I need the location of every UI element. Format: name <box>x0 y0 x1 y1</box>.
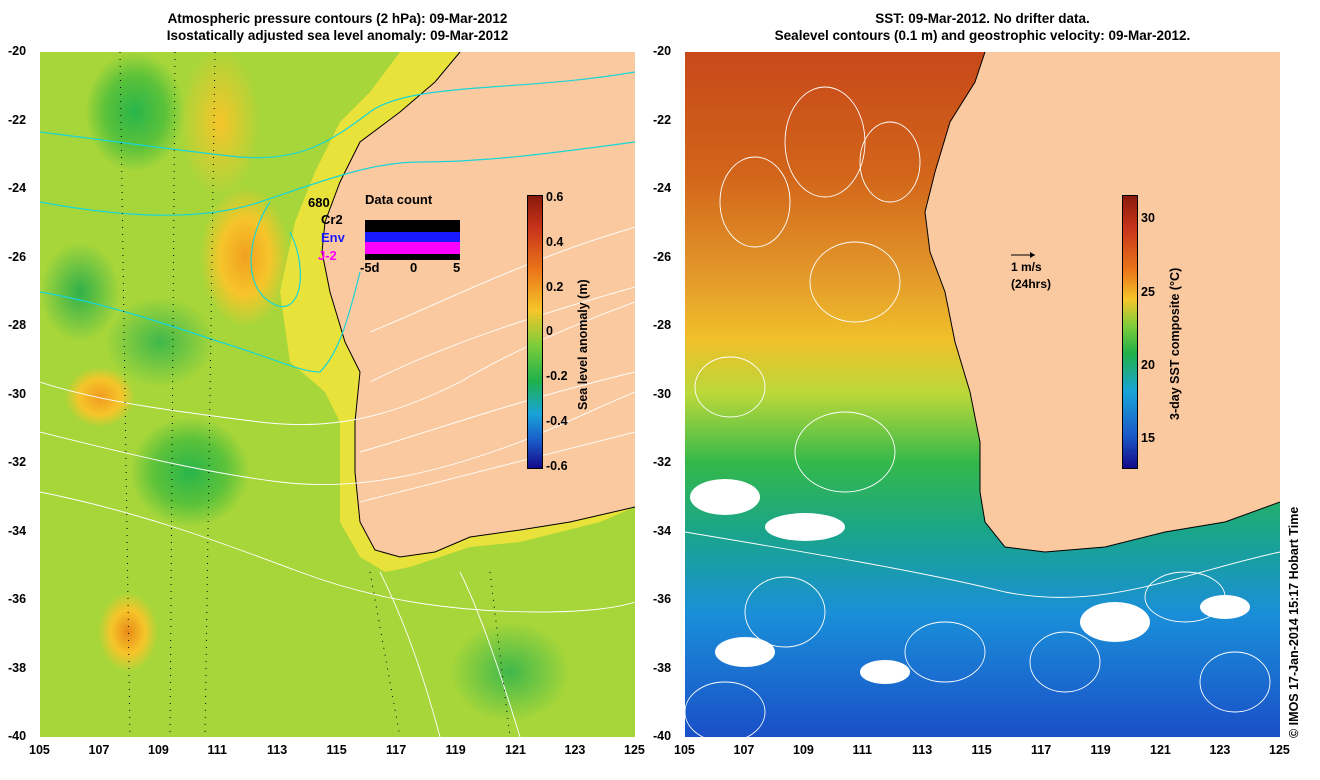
histogram-xtick-end: 5 <box>453 260 461 275</box>
right-ytick-label: -36 <box>653 592 672 606</box>
australia-landmass-sst <box>925 52 1280 552</box>
right-ytick-label: -34 <box>653 523 672 538</box>
left-ytick-label: -28 <box>8 318 27 332</box>
right-xtick-label: 117 <box>1031 743 1052 757</box>
histogram-xtick-start: -5d <box>360 260 380 275</box>
right-title-line2: Sealevel contours (0.1 m) and geostrophi… <box>774 28 1191 43</box>
cloud-masks <box>690 479 1250 684</box>
left-xtick-label: 125 <box>624 743 645 757</box>
right-map-overlay <box>685 52 1280 737</box>
right-xtick-label: 121 <box>1150 743 1171 757</box>
left-ytick-label: -36 <box>8 592 27 606</box>
right-ytick-label: -26 <box>653 249 672 264</box>
left-xtick-label: 121 <box>505 743 526 757</box>
right-xtick-label: 109 <box>793 743 814 757</box>
velocity-scale-label: 1 m/s <box>1011 260 1042 274</box>
right-map-title: SST: 09-Mar-2012. No drifter data. Seale… <box>685 10 1280 44</box>
right-xtick-label: 111 <box>852 743 872 757</box>
left-ytick-label: -20 <box>8 44 27 58</box>
coastline <box>321 52 635 558</box>
right-ytick-label: -20 <box>653 44 672 58</box>
left-xtick-label: 117 <box>386 743 407 757</box>
right-ytick-label: -30 <box>653 386 672 401</box>
left-title-line2: Isostatically adjusted sea level anomaly… <box>166 28 509 43</box>
left-xtick-label: 105 <box>29 743 50 757</box>
left-map-overlay <box>40 52 635 737</box>
right-xtick-label: 105 <box>674 743 695 757</box>
sst-tick-30: 30 <box>1141 211 1155 225</box>
australia-landmass <box>322 52 635 557</box>
sst-map: 1 m/s (24hrs) <box>685 52 1280 737</box>
sst-tick-15: 15 <box>1141 431 1155 445</box>
sla-tick-6: -0.6 <box>546 459 568 473</box>
right-ytick-label: -40 <box>653 729 672 743</box>
right-xtick-label: 107 <box>733 743 755 757</box>
right-xtick-label: 119 <box>1090 743 1111 757</box>
left-xtick-label: 113 <box>267 743 288 757</box>
sla-tick-0: 0.6 <box>546 190 564 204</box>
sst-colorbar-title: 3-day SST composite (°C) <box>1168 267 1182 420</box>
sst-colorbar <box>1122 195 1138 469</box>
left-xtick-label: 107 <box>88 743 110 757</box>
data-count-number: 680 <box>308 195 330 210</box>
left-xtick-label: 123 <box>564 743 586 757</box>
mission-label-cr2: Cr2 <box>321 212 343 227</box>
left-xtick-label: 109 <box>148 743 169 757</box>
left-title-line1: Atmospheric pressure contours (2 hPa): 0… <box>167 11 508 26</box>
sea-level-colorbar <box>527 195 543 469</box>
left-xtick-label: 119 <box>445 743 466 757</box>
histogram-xtick-zero: 0 <box>410 260 418 275</box>
left-ytick-label: -32 <box>8 455 27 469</box>
right-xtick-label: 123 <box>1209 743 1231 757</box>
credit-text: © IMOS 17-Jan-2014 15:17 Hobart Time <box>1287 506 1301 738</box>
left-ytick-label: -26 <box>8 249 27 264</box>
sea-level-anomaly-map: Data count 680 Cr2 Env J-2 -5d 0 5 <box>40 52 635 737</box>
right-ytick-label: -32 <box>653 455 672 469</box>
right-xtick-label: 115 <box>971 743 992 757</box>
left-xtick-label: 111 <box>207 743 227 757</box>
left-map-title: Atmospheric pressure contours (2 hPa): 0… <box>40 10 635 44</box>
mission-label-j2: J-2 <box>318 248 337 263</box>
data-count-histogram <box>365 220 460 260</box>
left-ytick-label: -34 <box>8 523 27 538</box>
left-ytick-label: -40 <box>8 729 27 743</box>
right-title-line1: SST: 09-Mar-2012. No drifter data. <box>875 11 1090 26</box>
sealevel-contours <box>685 86 1280 737</box>
right-xtick-label: 113 <box>912 743 933 757</box>
sla-tick-3: 0 <box>546 324 553 338</box>
sla-tick-1: 0.4 <box>546 235 564 249</box>
right-ytick-label: -28 <box>653 318 672 332</box>
left-ytick-label: -22 <box>8 112 27 127</box>
sla-colorbar-title: Sea level anomaly (m) <box>576 279 590 410</box>
mission-label-env: Env <box>321 230 345 245</box>
right-ytick-label: -22 <box>653 112 672 127</box>
left-ytick-label: -24 <box>8 181 27 195</box>
right-ytick-label: -24 <box>653 181 672 195</box>
sst-tick-20: 20 <box>1141 358 1155 372</box>
sla-tick-2: 0.2 <box>546 280 564 294</box>
data-count-title: Data count <box>365 192 433 207</box>
left-xtick-label: 115 <box>326 743 347 757</box>
right-xtick-label: 125 <box>1269 743 1290 757</box>
sla-tick-5: -0.4 <box>546 414 568 428</box>
sst-tick-25: 25 <box>1141 285 1155 299</box>
right-ytick-label: -38 <box>653 660 672 675</box>
sla-tick-4: -0.2 <box>546 369 568 383</box>
left-ytick-label: -30 <box>8 386 27 401</box>
left-ytick-label: -38 <box>8 660 27 675</box>
velocity-scale-sublabel: (24hrs) <box>1011 277 1052 291</box>
